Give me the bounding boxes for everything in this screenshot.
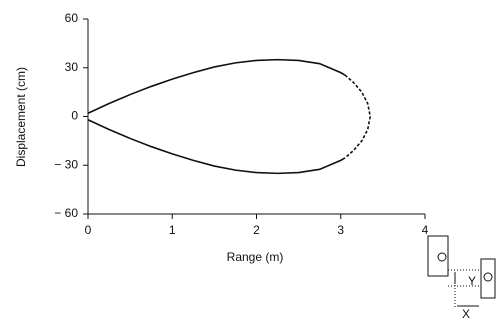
- y-tick-label: − 60: [54, 206, 78, 220]
- x-tick-label: 4: [422, 223, 429, 237]
- sensor-box: [480, 258, 496, 299]
- y-axis-label: Displacement (cm): [14, 67, 28, 167]
- x-tick-label: 1: [169, 223, 176, 237]
- x-tick-label: 2: [253, 223, 260, 237]
- y-tick-label: 60: [65, 11, 79, 25]
- y-tick-label: − 30: [54, 157, 78, 171]
- x-tick-label: 0: [85, 223, 92, 237]
- curve: [344, 74, 372, 159]
- curve: [87, 119, 346, 175]
- annotation: X: [462, 307, 470, 321]
- x-axis-label: Range (m): [227, 250, 284, 264]
- curve: [87, 58, 346, 114]
- y-tick-label: 30: [65, 60, 79, 74]
- x-tick-label: 3: [337, 223, 344, 237]
- sensor-lens: [483, 272, 493, 282]
- y-tick-label: 0: [71, 109, 78, 123]
- sensor-diagram: [427, 235, 496, 308]
- annotation: Y: [468, 274, 476, 288]
- sensor-box: [427, 235, 449, 277]
- sensor-lens: [437, 252, 447, 262]
